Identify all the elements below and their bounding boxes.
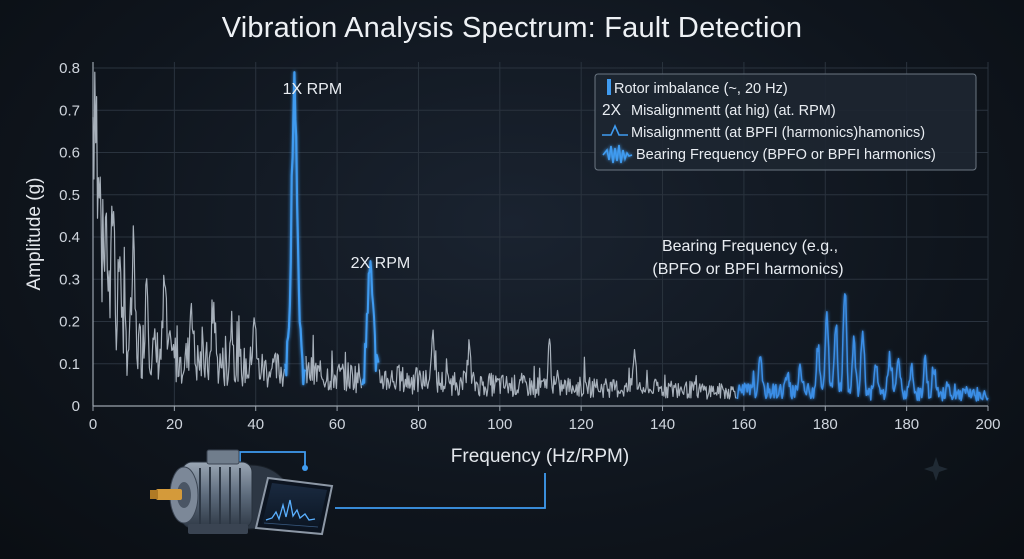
y-tick-label: 0 <box>72 398 80 415</box>
x-axis-label: Frequency (Hz/RPM) <box>451 446 629 467</box>
peak-annotations: 1X RPM 2X RPM Bearing Frequency (e.g., (BPF… <box>283 81 844 278</box>
annotation-label: 1X RPM <box>283 81 343 98</box>
y-tick-labels: 0 0.1 0.2 0.3 0.4 0.5 0.6 0.7 0.8 <box>59 60 80 415</box>
legend-bearing-marker <box>602 144 633 164</box>
data-cable <box>335 473 546 509</box>
legend-box <box>594 73 977 171</box>
x-tick-label: 80 <box>410 416 427 433</box>
legend-misalignment-bpfi-text: Misalignmentt (at BPFI (harmonics)hamoni… <box>631 125 925 141</box>
legend-rotor-marker <box>607 79 611 95</box>
tablet-icon <box>254 476 334 536</box>
y-axis-label: Amplitude (g) <box>24 178 45 291</box>
x-tick-label: 200 <box>975 416 1000 433</box>
motor-sensor-illustration <box>150 449 546 536</box>
x-tick-label: 160 <box>731 416 756 433</box>
sensor-cable <box>239 451 306 466</box>
x-tick-label: 20 <box>166 416 183 433</box>
x-tick-label: 180 <box>813 416 838 433</box>
legend-2x-marker: 2X <box>602 102 622 119</box>
x-tick-label: 120 <box>569 416 594 433</box>
x-tick-label: 100 <box>487 416 512 433</box>
y-tick-label: 0.8 <box>59 60 80 77</box>
x-tick-label: 60 <box>329 416 346 433</box>
y-tick-label: 0.4 <box>59 229 80 246</box>
spectrum-noise-line <box>92 71 737 400</box>
legend-misalignment-marker <box>602 124 628 136</box>
x-tick-label: 180 <box>894 416 919 433</box>
spectrum-traces <box>92 71 989 402</box>
peak-1x-rpm <box>284 71 307 386</box>
annotation-label: Bearing Frequency (e.g., <box>662 238 838 255</box>
y-tick-label: 0.2 <box>59 314 80 331</box>
y-tick-label: 0.3 <box>59 271 80 288</box>
legend-bearing-text: Bearing Frequency (BPFO or BPFI harmonic… <box>636 147 936 163</box>
sparkle-icon <box>924 457 948 481</box>
y-tick-label: 0.7 <box>59 102 80 119</box>
x-tick-label: 0 <box>89 416 97 433</box>
chart-title: Vibration Analysis Spectrum: Fault Detec… <box>221 12 803 44</box>
bearing-frequency-band <box>736 293 989 402</box>
y-tick-label: 0.5 <box>59 187 80 204</box>
y-tick-label: 0.1 <box>59 356 80 373</box>
cable-joint <box>302 465 308 471</box>
annotation-label: 2X RPM <box>351 255 411 272</box>
legend-misalignment-text: Misalignmentt (at hig) (at. RPM) <box>631 103 836 119</box>
legend-rotor-text: Rotor imbalance (~, 20 Hz) <box>614 81 788 97</box>
x-tick-labels: 0 20 40 60 80 100 120 140 160 180 180 200 <box>89 406 1001 433</box>
annotation-label: (BPFO or BPFI harmonics) <box>652 261 843 278</box>
legend: 2X Rotor imbalance (~, 20 Hz) Misalignme… <box>594 73 977 171</box>
y-tick-label: 0.6 <box>59 145 80 162</box>
x-tick-label: 40 <box>247 416 264 433</box>
x-tick-label: 140 <box>650 416 675 433</box>
peak-2x-rpm <box>361 260 380 386</box>
